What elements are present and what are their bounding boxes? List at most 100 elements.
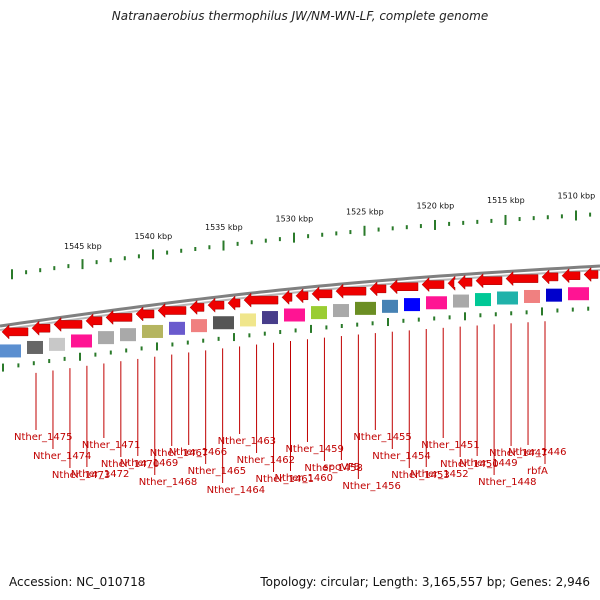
cog-block [142, 324, 163, 338]
gene-arrow [227, 295, 241, 311]
cog-block [213, 316, 234, 330]
gene-label: Nther_1470 [101, 459, 159, 470]
gene-label: Nther_1451 [421, 440, 479, 451]
scale-label: 1545 kbp [64, 242, 102, 251]
gene-label: Nther_1449 [459, 458, 517, 469]
cog-block [524, 289, 540, 303]
gene-label: Nther_1468 [139, 477, 197, 488]
gene-label: Nther_1450 [440, 459, 498, 470]
cog-block [262, 311, 278, 325]
cog-block [568, 287, 589, 301]
gene-arrow [281, 289, 293, 305]
cog-block [382, 299, 398, 313]
scale-label: 1515 kbp [487, 196, 525, 205]
gene-arrow [583, 266, 599, 283]
cog-block [404, 298, 420, 312]
cog-block [49, 337, 65, 351]
gene-arrow [157, 302, 187, 319]
gene-label: Nther_1446 [508, 447, 566, 458]
scale-labels: 1545 kbp 1540 kbp 1535 kbp 1530 kbp 1525 kbp… [64, 192, 595, 251]
gene-label: Nther_1471 [82, 440, 140, 451]
cog-block [355, 301, 376, 315]
gene-label: Nther_1465 [188, 466, 246, 477]
gene-arrow [447, 275, 456, 291]
gene-label: rbfA [527, 466, 548, 477]
gene-arrow [541, 269, 559, 285]
accession-text: Accession: NC_010718 [9, 575, 146, 589]
gene-arrow [389, 279, 419, 295]
cog-block [120, 328, 136, 342]
scale-label: 1510 kbp [558, 192, 596, 201]
gene-label: Nther_1460 [275, 473, 333, 484]
gene-arrow [561, 268, 581, 284]
gene-arrow [295, 288, 309, 304]
gene-arrow [335, 283, 367, 299]
scale-label: 1530 kbp [276, 215, 314, 224]
cog-block [497, 291, 518, 305]
gene-arrow [53, 316, 83, 333]
cog-block [333, 304, 349, 318]
gene-arrow [457, 274, 473, 290]
cog-block [169, 321, 185, 335]
gene-label: Nther_1469 [120, 458, 178, 469]
gene-label: Nther_1463 [218, 436, 276, 447]
backbone-line [0, 264, 600, 328]
cog-block [311, 306, 327, 320]
cog-block [191, 319, 207, 333]
outer-scale-ticks [11, 210, 592, 280]
scale-label: 1540 kbp [135, 232, 173, 241]
gene-label: Nther_1473 [52, 470, 110, 481]
gene-arrow [311, 286, 333, 302]
gene-label: Nther_1474 [33, 451, 91, 462]
gene-label: Nther_1466 [169, 447, 227, 458]
gene-arrow [243, 292, 279, 308]
gene-arrow [31, 320, 51, 336]
gene-label: Nther_1475 [14, 432, 72, 443]
cog-block [475, 293, 491, 307]
gene-arrow [189, 299, 205, 316]
gene-arrow [505, 271, 539, 287]
gene-arrow [85, 313, 103, 329]
gene-arrow [135, 306, 155, 322]
cog-block [27, 340, 43, 354]
gene-label: spoVFB [323, 462, 360, 473]
gene-label: Nther_1459 [285, 444, 343, 455]
gene-label: Nther_1464 [207, 485, 265, 496]
scale-label: 1535 kbp [205, 223, 243, 232]
cog-category-blocks [0, 287, 589, 358]
cog-block [0, 344, 21, 358]
scale-label: 1520 kbp [417, 201, 455, 210]
gene-label: Nther_1455 [353, 432, 411, 443]
gene-label: Nther_1467 [150, 448, 208, 459]
gene-label: Nther_1452 [410, 469, 468, 480]
gene-label: Nther_1453 [391, 470, 449, 481]
scale-label: 1525 kbp [346, 207, 384, 216]
gene-arrow [1, 324, 29, 340]
gene-arrow [105, 309, 133, 326]
gene-arrow [369, 281, 387, 297]
gene-label: Nther_1456 [342, 481, 400, 492]
gene-arrow [207, 297, 225, 313]
cog-block [98, 331, 114, 345]
gene-label: Nther_1461 [256, 474, 314, 485]
gene-label: Nther_1447 [489, 448, 547, 459]
genome-summary-text: Topology: circular; Length: 3,165,557 bp… [260, 575, 590, 589]
cog-block [453, 294, 469, 308]
cog-block [426, 296, 447, 310]
gene-label: Nther_1454 [372, 451, 430, 462]
gene-arrow [475, 273, 503, 289]
gene-label: Nther_1462 [237, 455, 295, 466]
gene-label: Nther_1448 [478, 477, 536, 488]
gene-label: Nther_1458 [304, 463, 362, 474]
gene-labels: Nther_1475 Nther_1474 Nther_1473Nther_1472… [14, 321, 566, 496]
inner-ticks [2, 306, 590, 372]
map-title: Natranaerobius thermophilus JW/NM-WN-LF,… [111, 9, 489, 23]
cog-block [240, 313, 256, 327]
cog-block [546, 288, 562, 302]
gene-arrows [1, 266, 599, 340]
gene-arrow [421, 276, 445, 293]
cog-block [284, 308, 305, 322]
cog-block [71, 334, 92, 348]
gene-label: Nther_1472 [71, 469, 129, 480]
